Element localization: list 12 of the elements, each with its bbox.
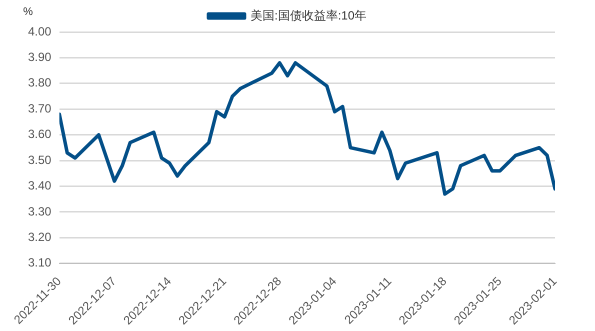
- y-tick-label: 3.70: [28, 101, 52, 116]
- y-tick-label: 3.10: [28, 256, 52, 270]
- y-tick-label: 3.20: [28, 230, 52, 244]
- legend-label: 美国:国债收益率:10年: [250, 8, 367, 22]
- y-tick-label: 4.00: [28, 24, 52, 38]
- y-tick-label: 3.60: [28, 127, 52, 142]
- y-tick-label: 3.80: [28, 76, 52, 90]
- y-tick-label: 3.30: [28, 204, 52, 218]
- y-tick-label: 3.90: [28, 50, 52, 64]
- y-tick-label: 3.50: [28, 152, 52, 167]
- y-axis-title: %: [23, 6, 34, 18]
- y-tick-label: 3.40: [28, 178, 52, 193]
